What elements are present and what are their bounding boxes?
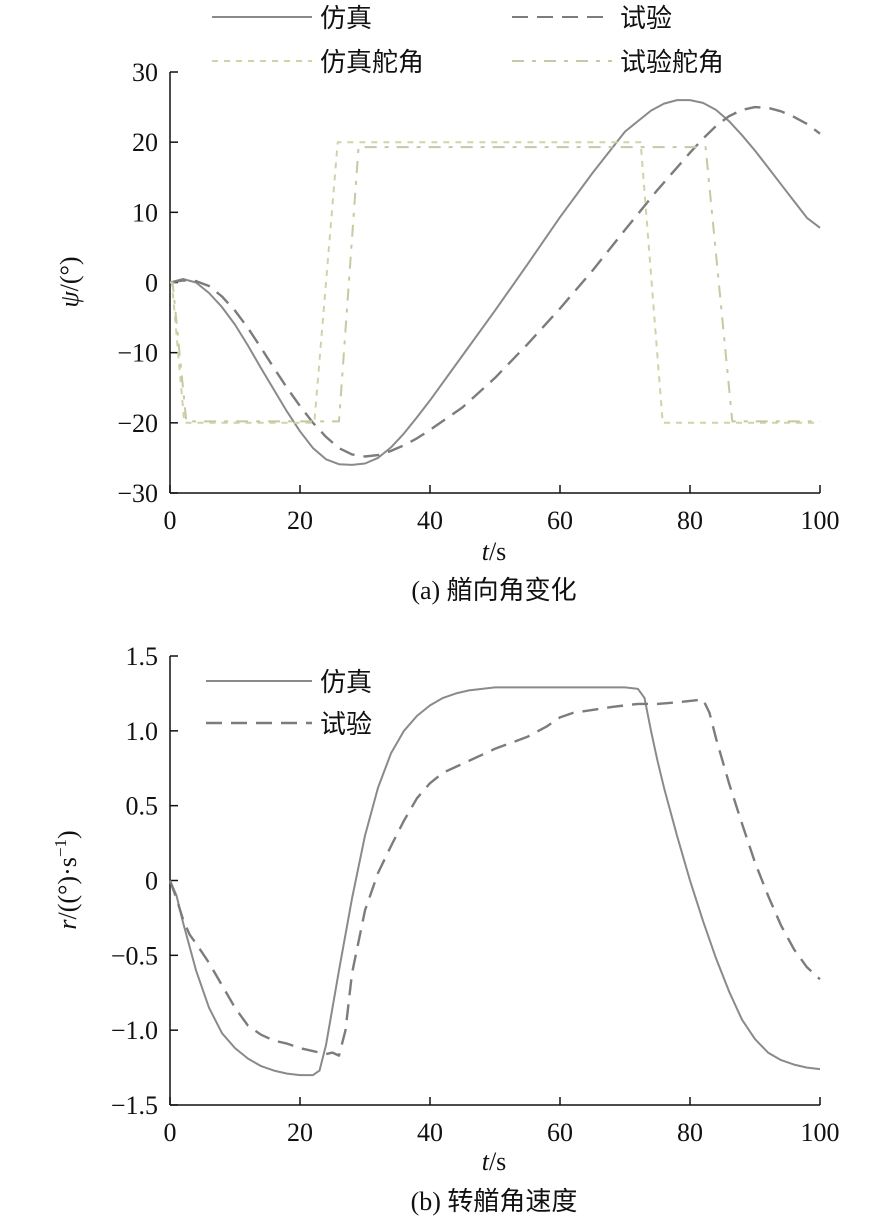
x-tick-label: 60 — [547, 1118, 573, 1147]
panel-b-axes: 0 20 40 60 80 100 −1.5 −1.0 −0.5 0 0.5 1.0 1.5 — [111, 642, 840, 1147]
x-tick-label: 20 — [287, 1118, 313, 1147]
series-line-exp — [169, 105, 821, 458]
panel-a-axes: 0 20 40 60 80 100 −30 −20 −10 0 10 20 30 — [117, 58, 839, 535]
x-tick-label: 0 — [164, 1118, 177, 1147]
y-tick-label: 0 — [145, 867, 158, 896]
y-tick-label: −30 — [117, 479, 158, 508]
y-tick-label: 1.5 — [126, 642, 159, 671]
y-tick-label: 10 — [132, 198, 158, 227]
x-tick-label: 40 — [417, 506, 443, 535]
x-tick-label: 40 — [417, 1118, 443, 1147]
y-tick-label: 1.0 — [126, 717, 159, 746]
panel-b-series — [168, 686, 821, 1077]
y-tick-label: 0 — [145, 269, 158, 298]
x-tick-label: 0 — [164, 506, 177, 535]
panel-b-legend: 仿真 试验 — [206, 668, 372, 739]
x-tick-label: 60 — [547, 506, 573, 535]
panel-a-legend: 仿真 试验 仿真舵角 试验舵角 — [212, 4, 724, 77]
y-tick-label: −1.5 — [111, 1091, 158, 1120]
x-tick-label: 100 — [801, 1118, 840, 1147]
y-tick-label: 20 — [132, 128, 158, 157]
panel-b-caption: (b) 转艏角速度 — [411, 1187, 578, 1216]
legend-b-exp-label: 试验 — [320, 710, 372, 739]
legend-a-exp-label: 试验 — [620, 4, 672, 33]
panel-a-heading-chart: 0 20 40 60 80 100 −30 −20 −10 0 10 20 30 仿真 试验 仿真舵角 … — [55, 4, 840, 605]
x-tick-label: 100 — [801, 506, 840, 535]
panel-b-xlabel: t/s — [482, 1147, 507, 1176]
panel-a-series — [169, 99, 821, 466]
x-tick-label: 80 — [677, 1118, 703, 1147]
y-tick-label: −0.5 — [111, 941, 158, 970]
y-tick-label: −1.0 — [111, 1016, 158, 1045]
legend-a-exp-rudder-label: 试验舵角 — [620, 48, 724, 77]
panel-b-turn-rate-chart: 0 20 40 60 80 100 −1.5 −1.0 −0.5 0 0.5 1.0 1.5 仿真 试验… — [51, 642, 840, 1216]
y-tick-label: 0.5 — [126, 792, 159, 821]
series-line-exp — [168, 698, 821, 1057]
legend-b-sim-label: 仿真 — [320, 668, 372, 697]
x-tick-label: 80 — [677, 506, 703, 535]
series-line-sim — [169, 99, 821, 466]
x-tick-label: 20 — [287, 506, 313, 535]
panel-a-xlabel: t/s — [482, 537, 507, 566]
y-tick-label: −10 — [117, 339, 158, 368]
legend-a-sim-rudder-label: 仿真舵角 — [320, 48, 424, 77]
series-line-sim-rudder — [170, 141, 820, 424]
panel-a-caption: (a) 艏向角变化 — [411, 576, 576, 605]
y-tick-label: −20 — [117, 409, 158, 438]
series-line-sim — [169, 686, 821, 1077]
panel-a-ylabel: ψ/(°) — [55, 256, 84, 307]
panel-b-ylabel: r/((°)·s−1) — [51, 830, 82, 929]
y-tick-label: 30 — [132, 58, 158, 87]
legend-a-sim-label: 仿真 — [320, 4, 372, 33]
